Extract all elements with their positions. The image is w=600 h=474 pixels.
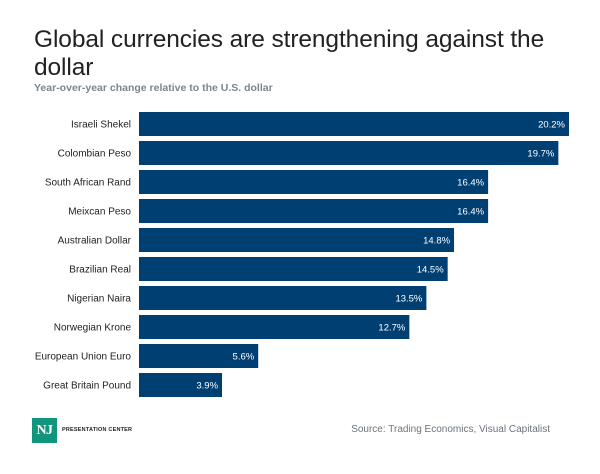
bar-group-meixcan-peso: Meixcan Peso 16.4%: [68, 199, 489, 223]
data-label: 12.7%: [378, 323, 405, 334]
bar-group-colombian-peso: Colombian Peso 19.7%: [58, 141, 559, 165]
data-label: 5.6%: [233, 352, 255, 363]
data-label: 3.9%: [196, 381, 218, 392]
bar-group-australian-dollar: Australian Dollar 14.8%: [58, 228, 455, 252]
chart-title: Global currencies are strengthening agai…: [34, 26, 545, 81]
data-label: 16.4%: [457, 178, 484, 189]
category-label: Meixcan Peso: [68, 207, 131, 218]
bar: [139, 199, 489, 223]
category-label: South African Rand: [45, 178, 131, 189]
bar: [139, 141, 559, 165]
data-label: 13.5%: [395, 294, 422, 305]
data-label: 20.2%: [538, 120, 565, 131]
category-label: Colombian Peso: [58, 149, 132, 160]
category-label: Brazilian Real: [69, 265, 131, 276]
bar-group-nigerian-naira: Nigerian Naira 13.5%: [67, 286, 427, 310]
bar-group-south-african-rand: South African Rand 16.4%: [45, 170, 489, 194]
category-label: Australian Dollar: [58, 236, 132, 247]
data-label: 14.8%: [423, 236, 450, 247]
category-label: Nigerian Naira: [67, 294, 131, 305]
bar: [139, 373, 223, 397]
bar-group-great-britain-pound: Great Britain Pound 3.9%: [43, 373, 223, 397]
bar-group-norwegian-krone: Norwegian Krone 12.7%: [54, 315, 410, 339]
bar-group-israeli-shekel: Israeli Shekel 20.2%: [71, 112, 569, 136]
data-label: 16.4%: [457, 207, 484, 218]
bar: [139, 344, 259, 368]
bar: [139, 286, 427, 310]
source-note: Source: Trading Economics, Visual Capita…: [351, 424, 550, 435]
bar: [139, 257, 448, 281]
bar-group-brazilian-real: Brazilian Real 14.5%: [69, 257, 448, 281]
data-label: 19.7%: [527, 149, 554, 160]
bar: [139, 315, 410, 339]
nj-logo-icon: NJ: [32, 418, 57, 443]
bar: [139, 170, 489, 194]
category-label: Norwegian Krone: [54, 323, 132, 334]
bar-group-european-union-euro: European Union Euro 5.6%: [35, 344, 259, 368]
bar: [139, 228, 455, 252]
data-label: 14.5%: [417, 265, 444, 276]
bar: [139, 112, 569, 136]
logo-text: PRESENTATION CENTER: [62, 427, 133, 433]
chart-subtitle: Year-over-year change relative to the U.…: [34, 82, 273, 94]
bar-chart: Israeli Shekel 20.2% Colombian Peso 19.7% So…: [35, 112, 569, 397]
category-label: Israeli Shekel: [71, 120, 131, 131]
category-label: European Union Euro: [35, 352, 132, 363]
category-label: Great Britain Pound: [43, 381, 131, 392]
